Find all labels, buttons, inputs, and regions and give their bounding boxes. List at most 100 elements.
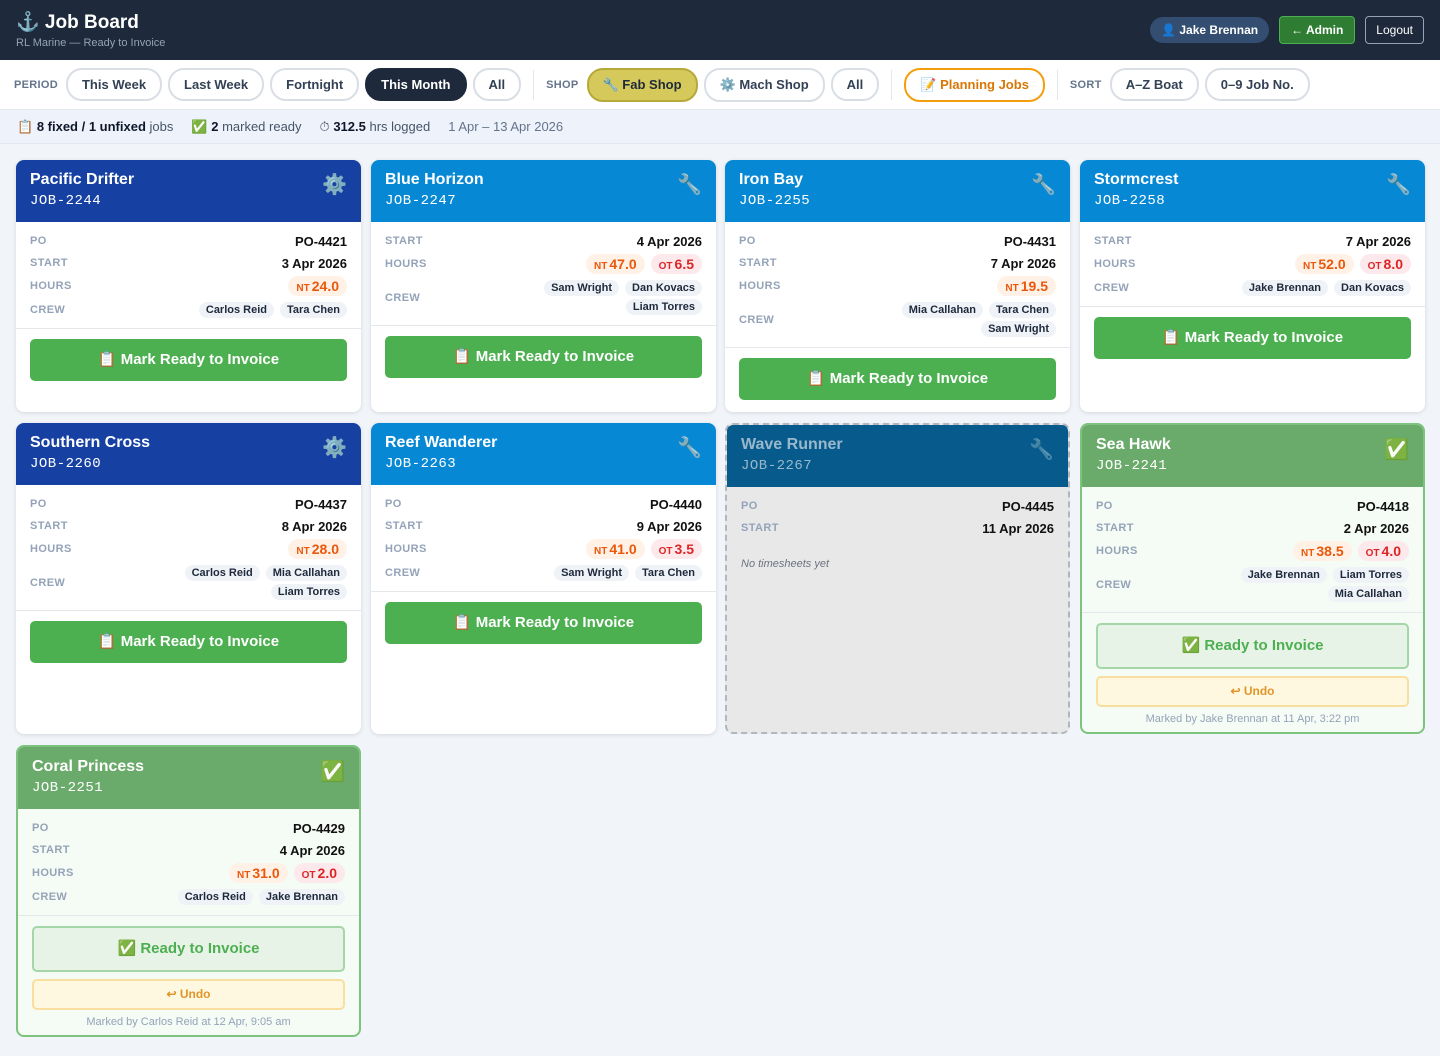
card-body: PO PO-4431 START 7 Apr 2026 HOURS NT 19.5 CREW M… [725, 222, 1070, 400]
start-label: START [1094, 235, 1132, 247]
ot-hours-badge: OT 4.0 [1357, 541, 1409, 561]
sort-boat[interactable]: A–Z Boat [1109, 68, 1199, 101]
boat-name: Sea Hawk [1096, 436, 1171, 453]
period-all[interactable]: All [472, 68, 522, 101]
card-header[interactable]: Reef Wanderer JOB-2263 🔧 [371, 423, 716, 485]
app-title: ⚓ Job Board [16, 11, 139, 33]
shop-all[interactable]: All [830, 68, 880, 101]
job-card: Pacific Drifter JOB-2244 ⚙️ PO PO-4421 START 3… [16, 160, 361, 412]
job-card: Blue Horizon JOB-2247 🔧 START 4 Apr 2026 HOUR… [371, 160, 716, 412]
wrench-icon: 🔧 [1031, 174, 1056, 196]
hours-pills: NT 52.0 OT 8.0 [1295, 254, 1411, 274]
nt-label: NT [296, 283, 310, 294]
ot-hours-badge: OT 2.0 [293, 863, 345, 883]
card-header[interactable]: Stormcrest JOB-2258 🔧 [1080, 160, 1425, 222]
start-label: START [32, 844, 70, 856]
sort-jobno[interactable]: 0–9 Job No. [1204, 68, 1310, 101]
po-value: PO-4418 [1356, 498, 1409, 514]
crew-member: Mia Callahan [265, 565, 347, 581]
boat-name: Pacific Drifter [30, 171, 135, 188]
mark-ready-button[interactable]: 📋 Mark Ready to Invoice [30, 621, 347, 663]
period-fortnight[interactable]: Fortnight [270, 68, 360, 101]
period-this-month[interactable]: This Month [365, 68, 467, 101]
mark-ready-button[interactable]: 📋 Mark Ready to Invoice [385, 336, 702, 378]
job-card: Sea Hawk JOB-2241 ✅ PO PO-4418 START 2 Apr 202… [1080, 423, 1425, 734]
hours-row: HOURS NT 19.5 [739, 274, 1056, 298]
shop-label: SHOP [546, 78, 579, 91]
hours-word: hrs logged [369, 118, 431, 134]
marked-by-note: Marked by Carlos Reid at 12 Apr, 9:05 am [86, 1016, 291, 1028]
card-header[interactable]: Sea Hawk JOB-2241 ✅ [1082, 425, 1423, 487]
crew-row: CREW Jake Brennan Liam Torres Mia Callahan [1096, 563, 1409, 606]
po-label: PO [741, 500, 758, 512]
start-row: START 7 Apr 2026 [739, 252, 1056, 274]
card-body: PO PO-4445 START 11 Apr 2026 No timesheets y… [727, 487, 1068, 582]
crew-member: Sam Wright [554, 565, 630, 581]
po-row: PO PO-4431 [739, 230, 1056, 252]
jobs-word: jobs [149, 118, 174, 134]
crew-label: CREW [1096, 578, 1132, 591]
job-number: JOB-2260 [30, 456, 102, 472]
crew-row: CREW Mia Callahan Tara Chen Sam Wright [739, 298, 1056, 341]
ot-value: 2.0 [317, 865, 337, 881]
po-label: PO [30, 498, 47, 510]
ot-label: OT [658, 261, 673, 272]
start-date: 3 Apr 2026 [281, 255, 347, 271]
card-body: PO PO-4421 START 3 Apr 2026 HOURS NT 24.0 CREW C… [16, 222, 361, 381]
app-header: ⚓ Job Board RL Marine — Ready to Invoice… [0, 0, 1440, 60]
start-row: START 9 Apr 2026 [385, 515, 702, 537]
crew-label: CREW [385, 291, 421, 304]
hours-row: HOURS NT 52.0 OT 8.0 [1094, 252, 1411, 276]
crew-member: Dan Kovacs [1334, 280, 1411, 296]
nt-label: NT [594, 546, 608, 557]
card-header[interactable]: Southern Cross JOB-2260 ⚙️ [16, 423, 361, 485]
nt-hours-badge: NT 31.0 [229, 863, 288, 883]
undo-button[interactable]: ↩ Undo [1096, 676, 1409, 707]
crew-label: CREW [30, 304, 66, 316]
jobs-summary: 📋 8 fixed / 1 unfixed jobs [17, 119, 173, 135]
planning-jobs-button[interactable]: 📝 Planning Jobs [904, 67, 1045, 102]
card-header[interactable]: Coral Princess JOB-2251 ✅ [18, 747, 359, 809]
card-header[interactable]: Pacific Drifter JOB-2244 ⚙️ [16, 160, 361, 222]
card-header[interactable]: Iron Bay JOB-2255 🔧 [725, 160, 1070, 222]
mark-ready-button[interactable]: 📋 Mark Ready to Invoice [30, 339, 347, 381]
ready-to-invoice-status[interactable]: ✅ Ready to Invoice [32, 926, 345, 972]
nt-value: 24.0 [311, 278, 339, 294]
boat-name: Reef Wanderer [385, 434, 498, 451]
mark-ready-button[interactable]: 📋 Mark Ready to Invoice [739, 358, 1056, 400]
undo-button[interactable]: ↩ Undo [32, 979, 345, 1010]
shop-fab[interactable]: 🔧 Fab Shop [586, 67, 698, 102]
crew-row: CREW Sam Wright Tara Chen [385, 561, 702, 585]
mark-ready-button[interactable]: 📋 Mark Ready to Invoice [385, 602, 702, 644]
logout-button[interactable]: Logout [1365, 16, 1424, 44]
po-row: PO PO-4421 [30, 230, 347, 252]
ot-value: 8.0 [1383, 256, 1403, 272]
crew-member: Jake Brennan [1241, 280, 1329, 296]
ready-to-invoice-status[interactable]: ✅ Ready to Invoice [1096, 623, 1409, 669]
mark-ready-button[interactable]: 📋 Mark Ready to Invoice [1094, 317, 1411, 359]
wrench-icon: 🔧 [677, 437, 702, 459]
start-row: START 4 Apr 2026 [385, 230, 702, 252]
nt-value: 31.0 [252, 865, 280, 881]
period-this-week[interactable]: This Week [65, 68, 163, 101]
nt-value: 47.0 [609, 256, 637, 272]
start-label: START [741, 522, 779, 534]
po-row: PO PO-4429 [32, 817, 345, 839]
user-badge[interactable]: 👤 Jake Brennan [1150, 17, 1270, 43]
job-card: Wave Runner JOB-2267 🔧 PO PO-4445 START 11 Apr… [725, 423, 1070, 734]
job-number: JOB-2244 [30, 193, 102, 209]
wrench-icon: 🔧 [1386, 174, 1411, 196]
crew-member: Carlos Reid [198, 302, 275, 318]
card-header[interactable]: Wave Runner JOB-2267 🔧 [727, 425, 1068, 487]
ot-label: OT [301, 870, 316, 881]
start-row: START 2 Apr 2026 [1096, 517, 1409, 539]
card-header[interactable]: Blue Horizon JOB-2247 🔧 [371, 160, 716, 222]
period-last-week[interactable]: Last Week [168, 68, 265, 101]
po-value: PO-4445 [1001, 498, 1054, 514]
start-label: START [739, 257, 777, 269]
boat-name: Coral Princess [32, 758, 145, 775]
start-label: START [385, 235, 423, 247]
crew-member: Liam Torres [1332, 567, 1409, 583]
shop-mach[interactable]: ⚙️ Mach Shop [703, 67, 825, 102]
admin-button[interactable]: ← Admin [1279, 16, 1356, 44]
